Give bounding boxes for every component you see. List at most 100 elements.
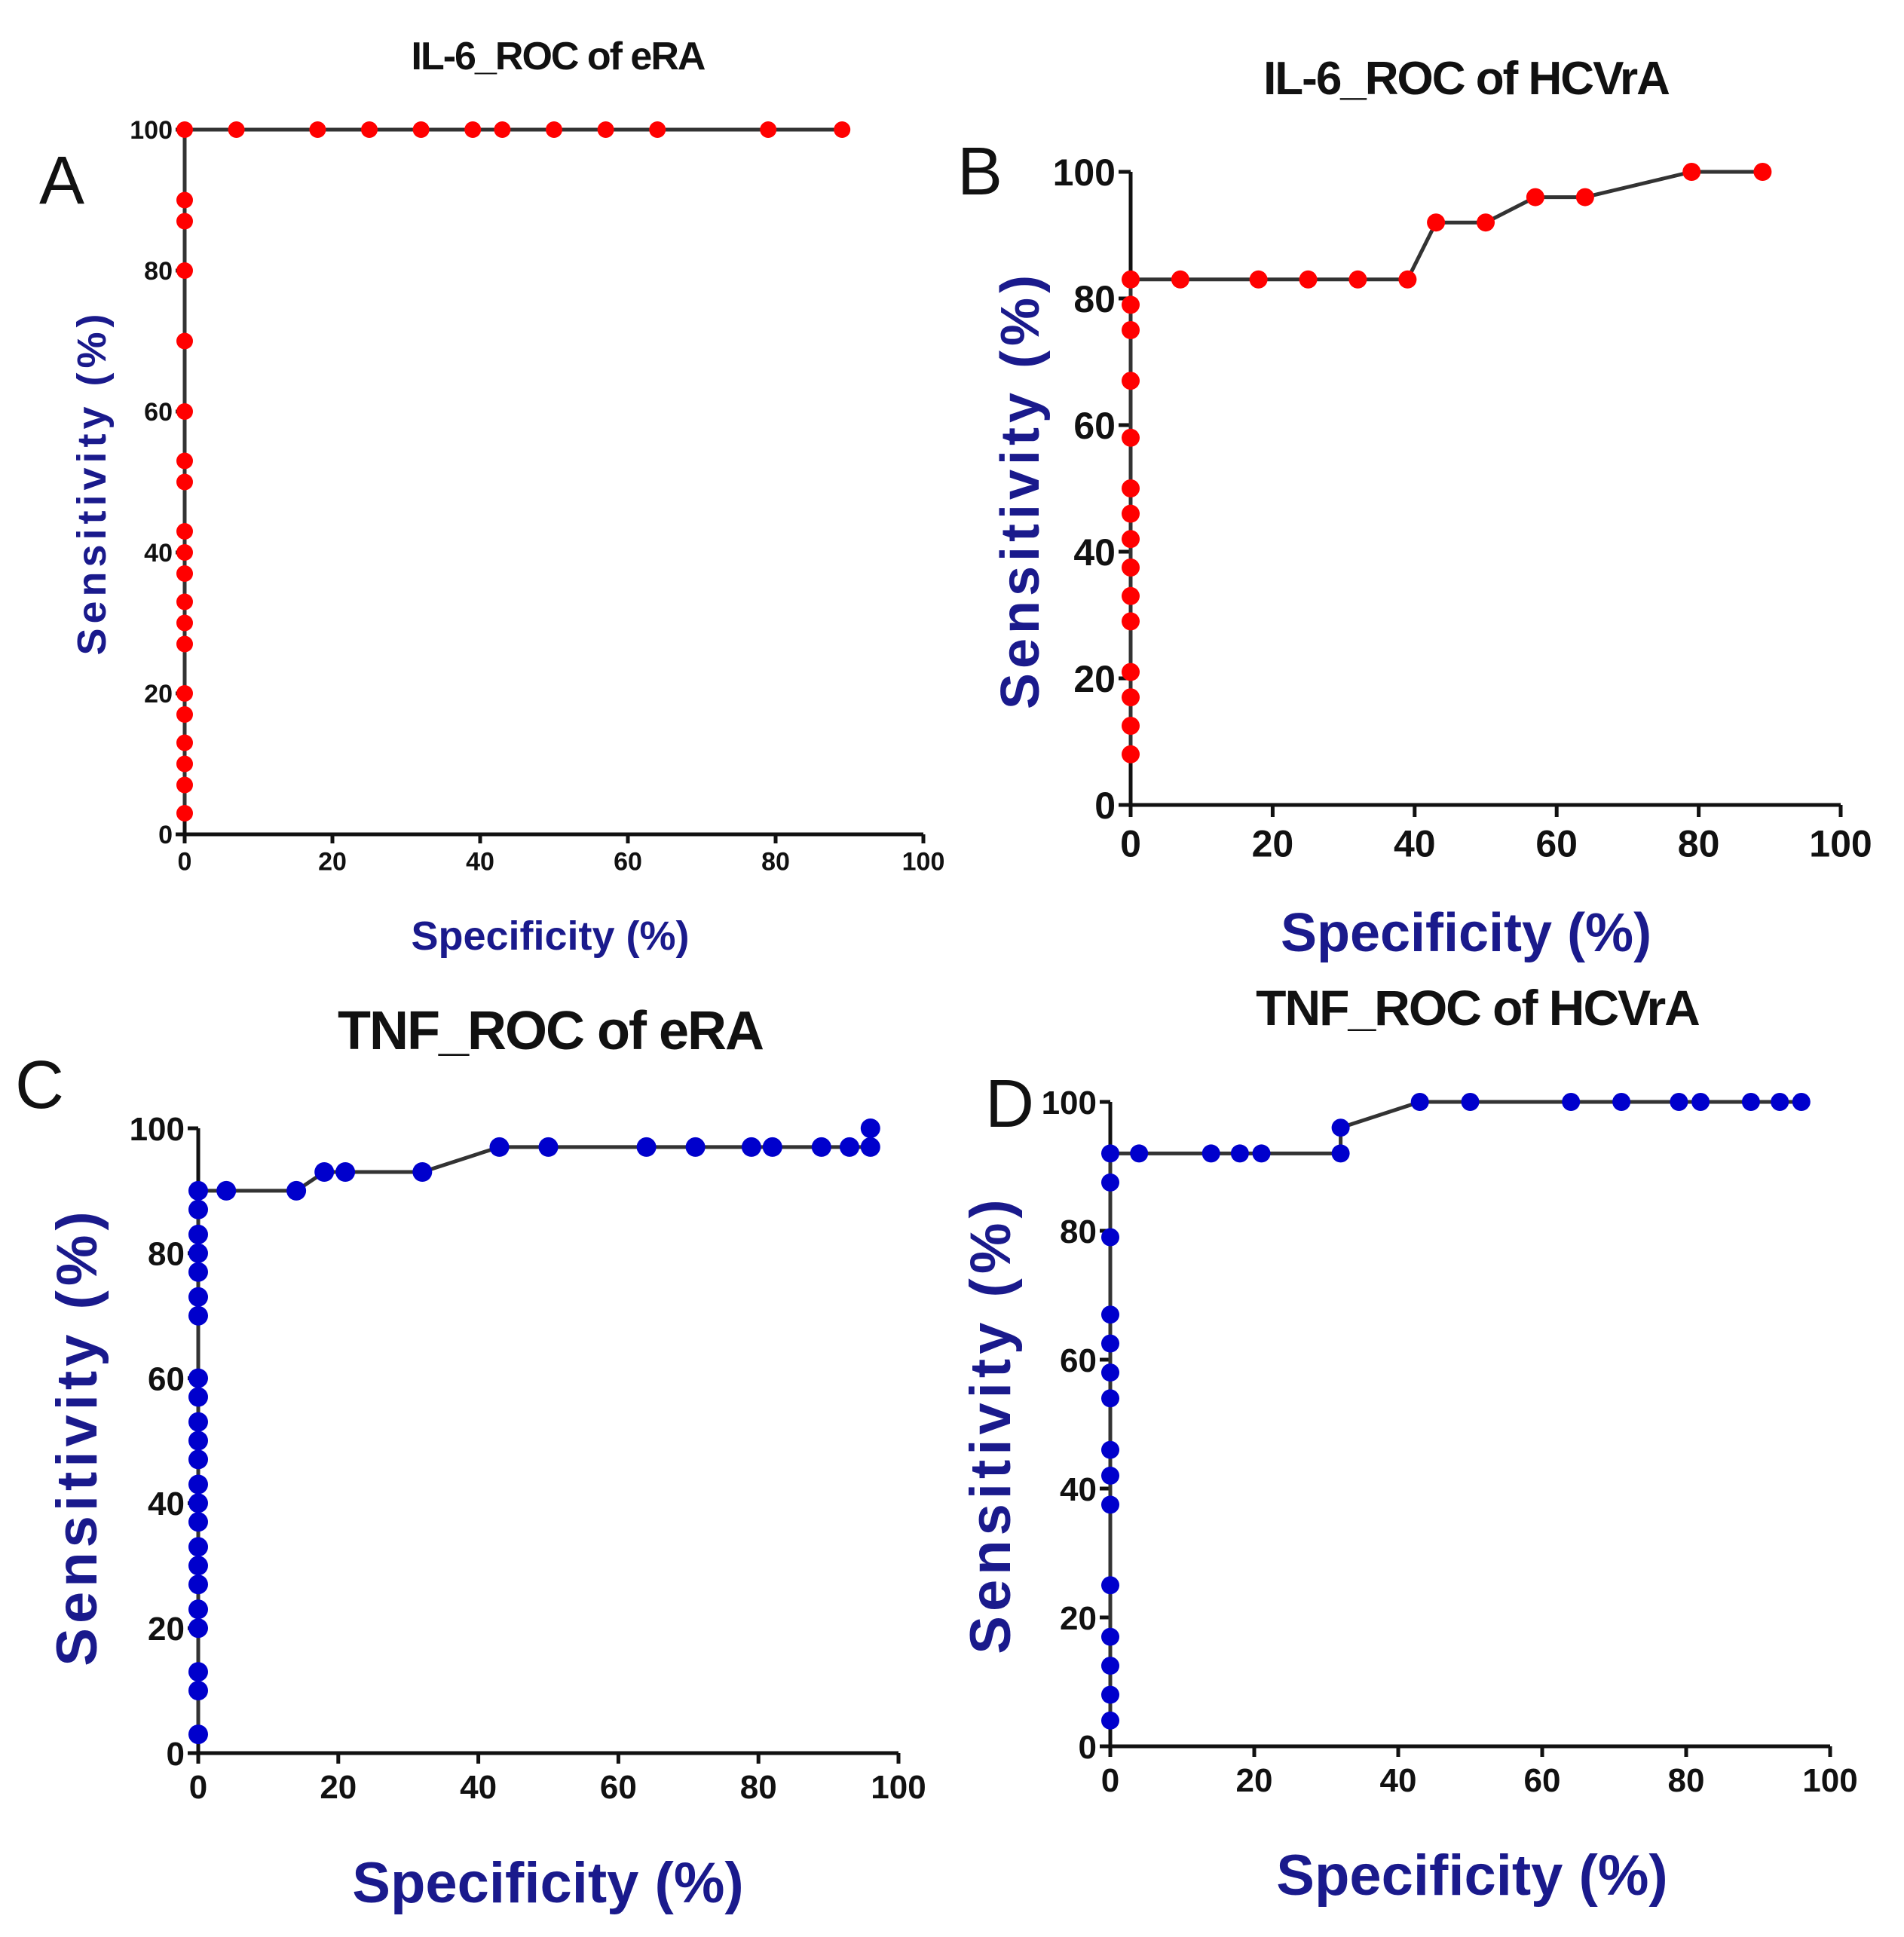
data-point-c bbox=[489, 1137, 510, 1157]
x-tick-label-d: 0 bbox=[1101, 1762, 1119, 1799]
x-tick-label-b: 60 bbox=[1535, 823, 1578, 865]
x-tick-label-c: 0 bbox=[189, 1769, 207, 1806]
y-tick-label-a: 0 bbox=[158, 821, 173, 849]
data-point-c bbox=[741, 1137, 761, 1157]
data-point-d bbox=[1691, 1093, 1710, 1111]
x-tick-label-a: 0 bbox=[178, 848, 192, 877]
data-point-b bbox=[1427, 213, 1446, 232]
y-tick-label-b: 40 bbox=[1073, 531, 1116, 574]
data-point-d bbox=[1101, 1228, 1119, 1247]
data-point-c bbox=[188, 1180, 208, 1201]
data-point-a bbox=[176, 593, 193, 610]
data-point-c bbox=[188, 1574, 208, 1595]
y-tick-label-a: 60 bbox=[144, 398, 173, 427]
data-point-a bbox=[176, 706, 193, 723]
y-tick-label-d: 20 bbox=[1060, 1600, 1097, 1637]
data-point-a bbox=[834, 121, 851, 138]
data-point-c bbox=[188, 1537, 208, 1557]
x-tick-label-c: 20 bbox=[320, 1769, 357, 1806]
y-tick-label-b: 60 bbox=[1073, 405, 1116, 447]
data-point-d bbox=[1771, 1093, 1789, 1111]
data-point-a bbox=[597, 121, 614, 138]
data-point-a bbox=[176, 213, 193, 230]
data-point-c bbox=[188, 1199, 208, 1219]
data-point-b bbox=[1249, 270, 1268, 289]
x-tick-label-b: 100 bbox=[1809, 823, 1872, 865]
data-point-c bbox=[188, 1387, 208, 1407]
data-point-a bbox=[176, 473, 193, 491]
data-point-b bbox=[1122, 688, 1140, 707]
data-point-a bbox=[176, 805, 193, 822]
data-point-b bbox=[1122, 745, 1140, 763]
data-point-c bbox=[412, 1162, 433, 1182]
data-point-c bbox=[188, 1599, 208, 1620]
panel-letter-d: D bbox=[985, 1066, 1034, 1142]
data-point-b bbox=[1122, 586, 1140, 605]
y-axis-label-a: Sensitivity (%) bbox=[69, 309, 115, 655]
data-point-a bbox=[176, 565, 193, 582]
y-axis-label-b: Sensitivity (%) bbox=[990, 271, 1051, 709]
y-tick-label-a: 40 bbox=[144, 539, 173, 568]
x-tick-label-a: 80 bbox=[761, 848, 790, 877]
data-point-d bbox=[1670, 1093, 1688, 1111]
data-point-d bbox=[1101, 1389, 1119, 1408]
roc-curve-b bbox=[1128, 170, 1763, 754]
data-point-b bbox=[1122, 372, 1140, 390]
x-tick-label-b: 80 bbox=[1678, 823, 1720, 865]
data-point-b bbox=[1122, 717, 1140, 735]
data-point-a bbox=[176, 776, 193, 794]
data-point-a bbox=[649, 121, 666, 138]
data-point-c bbox=[811, 1137, 831, 1157]
data-point-c bbox=[636, 1137, 657, 1157]
y-tick-label-b: 100 bbox=[1053, 151, 1116, 194]
data-point-a bbox=[546, 121, 562, 138]
data-point-c bbox=[286, 1180, 307, 1201]
y-tick-label-c: 60 bbox=[148, 1360, 185, 1397]
data-point-b bbox=[1122, 428, 1140, 447]
data-point-c bbox=[762, 1137, 782, 1157]
data-point-a bbox=[176, 332, 193, 350]
x-tick-label-a: 40 bbox=[466, 848, 494, 877]
data-point-a bbox=[464, 121, 482, 138]
chart-panel-b: B IL-6_ROC of HCVrA 0 20 40 60 80 100 0 20 40 60 80 1… bbox=[957, 53, 1872, 963]
data-point-c bbox=[188, 1474, 208, 1495]
x-tick-label-b: 40 bbox=[1394, 823, 1436, 865]
data-point-c bbox=[188, 1662, 208, 1682]
x-tick-label-d: 100 bbox=[1802, 1762, 1857, 1799]
data-point-d bbox=[1792, 1093, 1811, 1111]
x-tick-label-c: 100 bbox=[871, 1769, 926, 1806]
data-point-c bbox=[188, 1512, 208, 1532]
data-point-d bbox=[1331, 1118, 1350, 1137]
y-tick-label-a: 80 bbox=[144, 257, 173, 286]
data-point-b bbox=[1122, 270, 1140, 289]
data-point-c bbox=[538, 1137, 559, 1157]
y-tick-label-a: 20 bbox=[144, 680, 173, 708]
x-tick-label-a: 100 bbox=[902, 848, 945, 877]
x-tick-label-a: 20 bbox=[318, 848, 347, 877]
data-point-c bbox=[188, 1431, 208, 1451]
data-point-b bbox=[1575, 188, 1594, 207]
panel-letter-a: A bbox=[39, 143, 84, 219]
x-tick-label-d: 20 bbox=[1236, 1762, 1273, 1799]
y-tick-label-c: 80 bbox=[148, 1236, 185, 1273]
data-point-c bbox=[216, 1180, 237, 1201]
data-point-d bbox=[1461, 1093, 1480, 1111]
chart-title-a: IL-6_ROC of eRA bbox=[412, 35, 706, 78]
data-point-d bbox=[1612, 1093, 1631, 1111]
data-point-d bbox=[1101, 1685, 1119, 1704]
y-tick-label-c: 100 bbox=[130, 1111, 185, 1148]
y-tick-label-b: 20 bbox=[1073, 658, 1116, 700]
data-point-d bbox=[1101, 1173, 1119, 1192]
y-tick-label-b: 80 bbox=[1073, 278, 1116, 320]
x-tick-label-b: 0 bbox=[1120, 823, 1141, 865]
data-point-b bbox=[1122, 662, 1140, 681]
data-point-b bbox=[1171, 270, 1189, 289]
data-point-b bbox=[1122, 321, 1140, 339]
data-point-b bbox=[1122, 612, 1140, 631]
data-point-d bbox=[1741, 1093, 1760, 1111]
data-point-a bbox=[176, 685, 193, 702]
x-tick-label-d: 40 bbox=[1380, 1762, 1417, 1799]
data-point-c bbox=[314, 1162, 335, 1182]
x-axis-label-b: Specificity (%) bbox=[1281, 903, 1651, 963]
